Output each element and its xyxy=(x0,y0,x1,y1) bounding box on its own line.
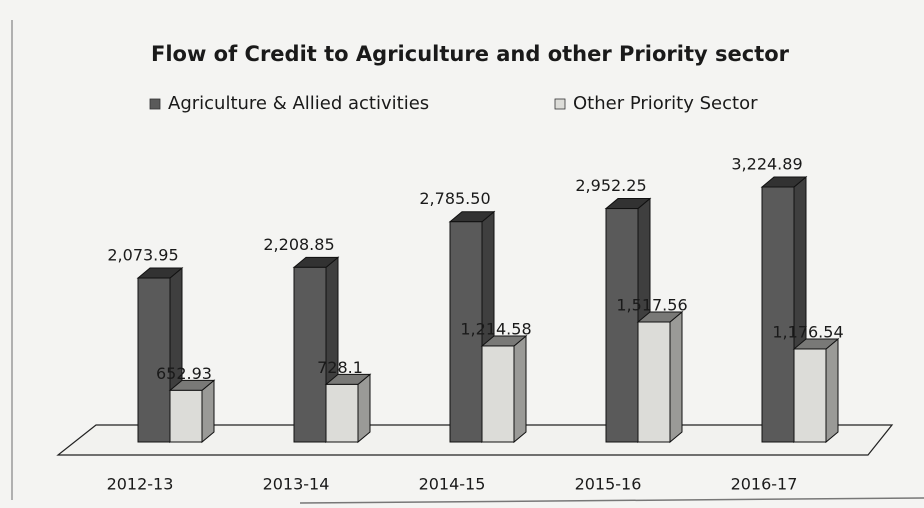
frame-edge xyxy=(299,497,924,504)
data-label: 3,224.89 xyxy=(731,155,802,174)
x-tick-label: 2014-15 xyxy=(419,475,486,494)
data-label: 2,952.25 xyxy=(575,176,646,195)
legend-swatch xyxy=(149,98,161,110)
bar xyxy=(761,186,795,443)
bar-side xyxy=(669,310,683,444)
data-label: 2,208.85 xyxy=(263,235,334,254)
x-tick-label: 2015-16 xyxy=(575,475,642,494)
bar xyxy=(449,221,483,443)
legend-label: Agriculture & Allied activities xyxy=(168,93,429,114)
bar xyxy=(637,321,671,443)
x-tick-label: 2016-17 xyxy=(731,475,798,494)
bar xyxy=(481,345,515,443)
x-tick-label: 2012-13 xyxy=(107,475,174,494)
bar-side xyxy=(357,373,371,444)
data-label: 728.1 xyxy=(317,358,363,377)
bar-side xyxy=(513,334,527,444)
legend-swatch xyxy=(554,98,566,110)
data-label: 2,073.95 xyxy=(107,246,178,265)
bar xyxy=(293,266,327,443)
bar xyxy=(137,277,171,443)
bar-side xyxy=(201,379,215,444)
data-label: 652.93 xyxy=(156,364,212,383)
data-label: 1,517.56 xyxy=(616,296,687,315)
data-label: 2,785.50 xyxy=(419,189,490,208)
x-tick-label: 2013-14 xyxy=(263,475,330,494)
data-label: 1,176.54 xyxy=(772,322,843,341)
bar xyxy=(605,208,639,443)
bar-side xyxy=(825,337,839,444)
bar xyxy=(793,348,827,443)
bar xyxy=(169,389,203,443)
data-label: 1,214.58 xyxy=(460,319,531,338)
bar xyxy=(325,383,359,443)
legend-label: Other Priority Sector xyxy=(573,93,758,114)
chart-title: Flow of Credit to Agriculture and other … xyxy=(151,42,790,66)
